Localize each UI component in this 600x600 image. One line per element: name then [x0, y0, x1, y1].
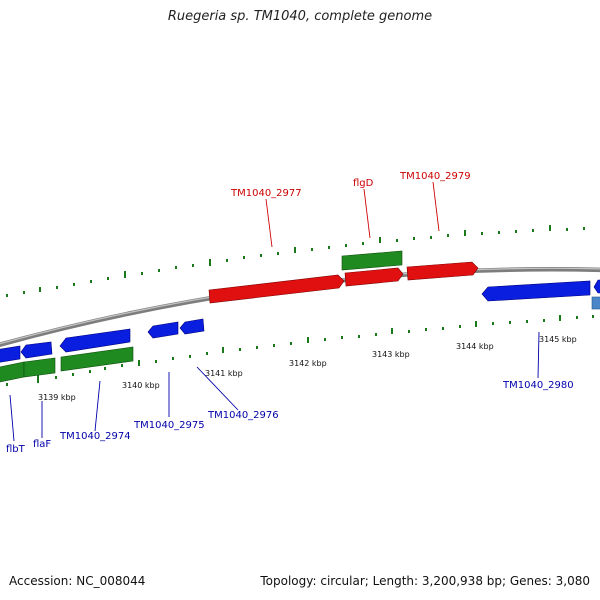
label-flaF[interactable]: flaF [33, 439, 51, 450]
label-TM1040_2975[interactable]: TM1040_2975 [133, 420, 205, 431]
gene-TM1040_2976[interactable] [179, 318, 205, 335]
label-flgD[interactable]: flgD [353, 178, 374, 189]
label-TM1040_2974[interactable]: TM1040_2974 [59, 431, 131, 442]
genome-summary: Topology: circular; Length: 3,200,938 bp… [260, 574, 590, 588]
map-title: Ruegeria sp. TM1040, complete genome [167, 9, 433, 24]
gene-TM1040_2980[interactable] [481, 280, 591, 302]
scale-label-3143: 3143 kbp [372, 350, 410, 359]
label-flbT[interactable]: flbT [6, 444, 26, 455]
label-TM1040_2977[interactable]: TM1040_2977 [230, 188, 302, 199]
gene-TM1040_2975[interactable] [147, 321, 179, 339]
label-TM1040_2980[interactable]: TM1040_2980 [502, 380, 574, 391]
gene-flaF[interactable] [20, 341, 53, 359]
feature-green-2[interactable] [23, 357, 56, 378]
scale-label-3144: 3144 kbp [456, 342, 494, 351]
gene-TM1040_2979[interactable] [406, 261, 479, 281]
reverse-genes [0, 279, 600, 363]
gene-partial-right[interactable] [593, 279, 600, 294]
forward-genes [208, 261, 479, 304]
scale-label-3145: 3145 kbp [539, 335, 577, 344]
gene-TM1040_2977[interactable] [208, 274, 345, 304]
leader-lines [9, 181, 540, 442]
label-TM1040_2979[interactable]: TM1040_2979 [399, 171, 471, 182]
feature-green-1[interactable] [0, 361, 25, 383]
label-TM1040_2976[interactable]: TM1040_2976 [207, 410, 279, 421]
lower-tick-track [6, 315, 594, 386]
upper-tick-track [6, 225, 585, 297]
green-features [0, 250, 403, 383]
feature-green-flgD[interactable] [341, 250, 403, 271]
accession-text: Accession: NC_008044 [9, 574, 146, 588]
scale-label-3140: 3140 kbp [122, 381, 160, 390]
feature-partial-lightblue[interactable] [591, 296, 600, 310]
gene-TM1040_2974[interactable] [59, 328, 131, 353]
scale-label-3141: 3141 kbp [205, 369, 243, 378]
gene-flbT[interactable] [0, 345, 21, 363]
gene-flgD[interactable] [344, 267, 404, 287]
scale-label-3139: 3139 kbp [38, 393, 76, 402]
feature-green-3[interactable] [60, 346, 134, 372]
scale-label-3142: 3142 kbp [289, 359, 327, 368]
